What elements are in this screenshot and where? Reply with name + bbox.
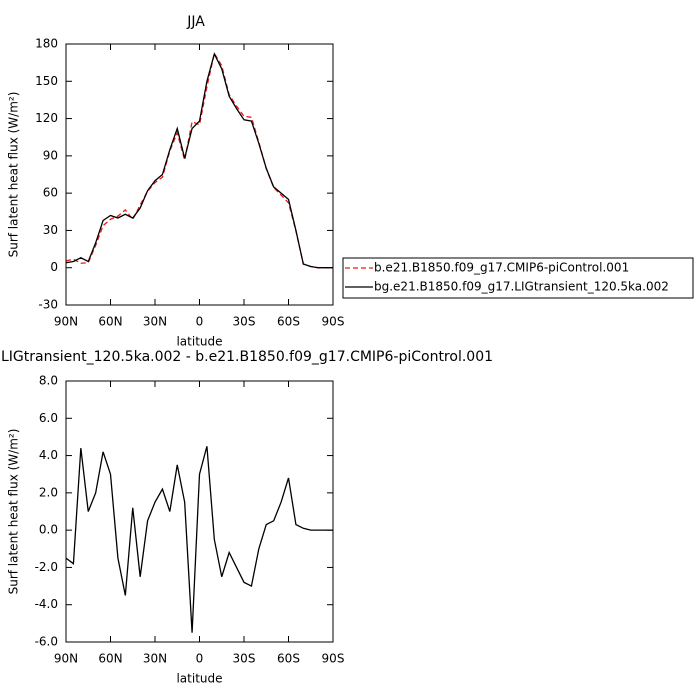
x-tick-label: 90S <box>322 315 345 329</box>
plot-frame <box>65 380 334 643</box>
y-tick-label: 0 <box>50 260 58 274</box>
x-tick-label: 0 <box>196 315 204 329</box>
x-tick-label: 60N <box>98 652 122 666</box>
chart-title: LIGtransient_120.5ka.002 - b.e21.B1850.f… <box>1 349 493 365</box>
data-line <box>65 51 333 269</box>
y-tick-label: 0.0 <box>39 523 58 537</box>
x-tick-label: 30S <box>233 652 256 666</box>
y-tick-label: 150 <box>35 74 58 88</box>
x-tick-label: 30N <box>143 652 167 666</box>
y-tick-label: -4.0 <box>35 597 58 611</box>
data-line <box>65 52 333 269</box>
x-tick-label: 90N <box>54 652 78 666</box>
y-tick-label: 60 <box>43 186 58 200</box>
chart-title: JJA <box>186 14 205 30</box>
plot-frame <box>65 43 334 306</box>
y-axis-label: Surf latent heat flux (W/m²) <box>7 429 21 595</box>
y-tick-label: 6.0 <box>39 411 58 425</box>
x-tick-label: 30S <box>233 315 256 329</box>
x-axis-label: latitude <box>176 672 222 686</box>
x-tick-label: 90S <box>322 652 345 666</box>
y-tick-label: 4.0 <box>39 448 58 462</box>
y-tick-label: 120 <box>35 111 58 125</box>
data-line <box>65 446 333 633</box>
y-tick-label: 180 <box>35 37 58 51</box>
y-axis-label: Surf latent heat flux (W/m²) <box>7 92 21 258</box>
legend-label: b.e21.B1850.f09_g17.CMIP6-piControl.001 <box>374 261 629 275</box>
x-tick-label: 60N <box>98 315 122 329</box>
y-tick-label: 2.0 <box>39 485 58 499</box>
y-tick-label: -6.0 <box>35 635 58 649</box>
x-tick-label: 60S <box>277 652 300 666</box>
y-tick-label: 90 <box>43 148 58 162</box>
y-tick-label: 30 <box>43 223 58 237</box>
y-tick-label: 8.0 <box>39 374 58 388</box>
legend-box <box>342 257 694 299</box>
x-axis-label: latitude <box>176 335 222 349</box>
x-tick-label: 0 <box>196 652 204 666</box>
x-tick-label: 30N <box>143 315 167 329</box>
legend-label: bg.e21.B1850.f09_g17.LIGtransient_120.5k… <box>374 280 669 294</box>
y-tick-label: -2.0 <box>35 560 58 574</box>
x-tick-label: 90N <box>54 315 78 329</box>
x-tick-label: 60S <box>277 315 300 329</box>
y-tick-label: -30 <box>38 298 58 312</box>
